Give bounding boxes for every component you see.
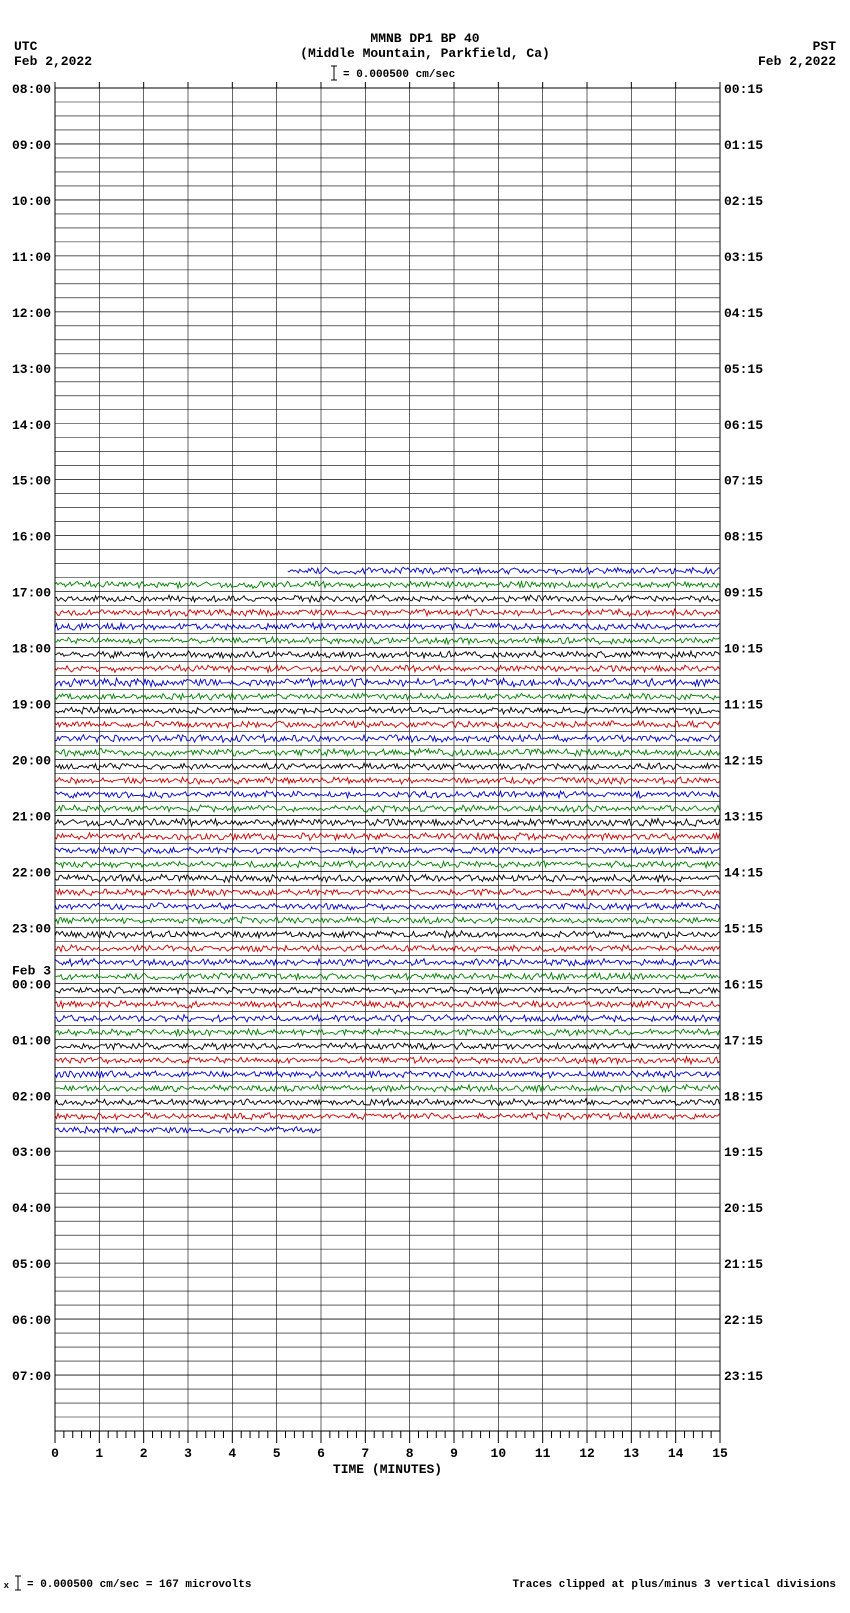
svg-text:03:00: 03:00 <box>12 1145 51 1160</box>
svg-text:2: 2 <box>140 1446 148 1461</box>
svg-text:19:15: 19:15 <box>724 1145 763 1160</box>
svg-text:20:15: 20:15 <box>724 1201 763 1216</box>
svg-text:3: 3 <box>184 1446 192 1461</box>
svg-text:02:00: 02:00 <box>12 1089 51 1104</box>
svg-text:18:15: 18:15 <box>724 1089 763 1104</box>
svg-text:MMNB DP1 BP 40: MMNB DP1 BP 40 <box>370 31 479 46</box>
svg-text:12: 12 <box>579 1446 595 1461</box>
svg-text:10:00: 10:00 <box>12 194 51 209</box>
svg-text:00:00: 00:00 <box>12 977 51 992</box>
svg-text:8: 8 <box>406 1446 414 1461</box>
svg-text:15:00: 15:00 <box>12 474 51 489</box>
svg-text:9: 9 <box>450 1446 458 1461</box>
svg-text:08:15: 08:15 <box>724 530 763 545</box>
svg-text:01:00: 01:00 <box>12 1033 51 1048</box>
svg-text:21:15: 21:15 <box>724 1257 763 1272</box>
svg-text:1: 1 <box>95 1446 103 1461</box>
svg-text:15: 15 <box>712 1446 728 1461</box>
svg-text:13: 13 <box>624 1446 640 1461</box>
svg-text:11: 11 <box>535 1446 551 1461</box>
svg-text:09:00: 09:00 <box>12 138 51 153</box>
svg-text:5: 5 <box>273 1446 281 1461</box>
svg-text:15:15: 15:15 <box>724 921 763 936</box>
svg-text:0: 0 <box>51 1446 59 1461</box>
svg-text:22:15: 22:15 <box>724 1313 763 1328</box>
svg-text:09:15: 09:15 <box>724 586 763 601</box>
svg-text:10:15: 10:15 <box>724 642 763 657</box>
svg-text:6: 6 <box>317 1446 325 1461</box>
svg-text:23:15: 23:15 <box>724 1369 763 1384</box>
svg-text:08:00: 08:00 <box>12 82 51 97</box>
svg-text:20:00: 20:00 <box>12 754 51 769</box>
svg-text:10: 10 <box>491 1446 507 1461</box>
svg-text:UTC: UTC <box>14 39 38 54</box>
svg-text:22:00: 22:00 <box>12 865 51 880</box>
svg-text:04:00: 04:00 <box>12 1201 51 1216</box>
svg-text:= 0.000500 cm/sec: = 0.000500 cm/sec <box>343 69 455 81</box>
svg-text:03:15: 03:15 <box>724 250 763 265</box>
svg-text:07:00: 07:00 <box>12 1369 51 1384</box>
svg-text:14: 14 <box>668 1446 684 1461</box>
svg-text:06:00: 06:00 <box>12 1313 51 1328</box>
svg-text:00:15: 00:15 <box>724 82 763 97</box>
svg-text:7: 7 <box>361 1446 369 1461</box>
svg-text:04:15: 04:15 <box>724 306 763 321</box>
svg-text:14:15: 14:15 <box>724 865 763 880</box>
svg-text:21:00: 21:00 <box>12 809 51 824</box>
svg-text:16:00: 16:00 <box>12 530 51 545</box>
svg-text:01:15: 01:15 <box>724 138 763 153</box>
svg-text:19:00: 19:00 <box>12 698 51 713</box>
svg-text:12:15: 12:15 <box>724 754 763 769</box>
svg-text:4: 4 <box>228 1446 236 1461</box>
svg-text:02:15: 02:15 <box>724 194 763 209</box>
svg-text:17:00: 17:00 <box>12 586 51 601</box>
svg-text:14:00: 14:00 <box>12 418 51 433</box>
svg-text:Feb 2,2022: Feb 2,2022 <box>758 54 836 69</box>
svg-text:(Middle Mountain, Parkfield, C: (Middle Mountain, Parkfield, Ca) <box>300 46 550 61</box>
svg-text:Traces clipped at plus/minus 3: Traces clipped at plus/minus 3 vertical … <box>513 1579 836 1591</box>
svg-text:TIME (MINUTES): TIME (MINUTES) <box>333 1462 442 1477</box>
svg-text:PST: PST <box>813 39 837 54</box>
seismogram-plot: MMNB DP1 BP 40(Middle Mountain, Parkfiel… <box>0 0 850 1613</box>
svg-text:11:15: 11:15 <box>724 698 763 713</box>
svg-text:= 0.000500 cm/sec = 167 mic: = 0.000500 cm/sec = 167 microvolts <box>27 1579 251 1591</box>
svg-text:x: x <box>4 1581 10 1591</box>
svg-text:12:00: 12:00 <box>12 306 51 321</box>
svg-text:06:15: 06:15 <box>724 418 763 433</box>
svg-text:17:15: 17:15 <box>724 1033 763 1048</box>
svg-text:16:15: 16:15 <box>724 977 763 992</box>
svg-text:13:15: 13:15 <box>724 809 763 824</box>
svg-text:Feb 3: Feb 3 <box>12 963 51 978</box>
svg-text:18:00: 18:00 <box>12 642 51 657</box>
svg-text:11:00: 11:00 <box>12 250 51 265</box>
svg-text:Feb 2,2022: Feb 2,2022 <box>14 54 92 69</box>
svg-text:23:00: 23:00 <box>12 921 51 936</box>
svg-text:05:15: 05:15 <box>724 362 763 377</box>
svg-text:05:00: 05:00 <box>12 1257 51 1272</box>
svg-text:13:00: 13:00 <box>12 362 51 377</box>
svg-text:07:15: 07:15 <box>724 474 763 489</box>
